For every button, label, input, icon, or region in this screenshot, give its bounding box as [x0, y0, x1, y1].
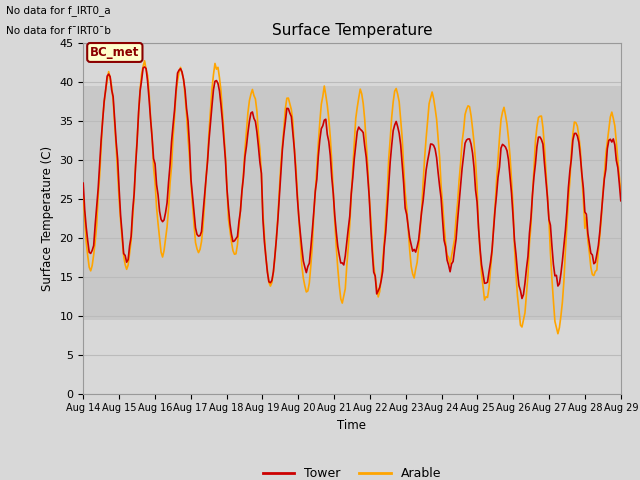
- Line: Arable: Arable: [83, 61, 621, 334]
- Text: No data for f_IRT0_a: No data for f_IRT0_a: [6, 5, 111, 16]
- Arable: [141, 58, 148, 64]
- Tower: [316, 137, 324, 143]
- Y-axis label: Surface Temperature (C): Surface Temperature (C): [41, 146, 54, 291]
- Tower: [268, 277, 276, 283]
- Tower: [79, 180, 87, 186]
- Arable: [617, 191, 625, 196]
- Tower: [590, 261, 598, 266]
- Legend: Tower, Arable: Tower, Arable: [258, 462, 446, 480]
- Text: BC_met: BC_met: [90, 46, 140, 59]
- Arable: [147, 115, 154, 121]
- Arable: [268, 280, 276, 286]
- Tower: [259, 216, 267, 222]
- Arable: [79, 192, 87, 198]
- Arable: [241, 147, 249, 153]
- X-axis label: Time: Time: [337, 419, 367, 432]
- Tower: [241, 154, 249, 160]
- Tower: [147, 117, 154, 122]
- Text: No data for f¯IRT0¯b: No data for f¯IRT0¯b: [6, 26, 111, 36]
- Bar: [83, 86, 621, 320]
- Arable: [590, 273, 598, 278]
- Title: Surface Temperature: Surface Temperature: [272, 23, 432, 38]
- Tower: [617, 198, 625, 204]
- Arable: [316, 119, 324, 125]
- Tower: [518, 296, 526, 301]
- Tower: [141, 64, 148, 70]
- Line: Tower: Tower: [83, 67, 621, 299]
- Arable: [554, 331, 562, 336]
- Arable: [259, 210, 267, 216]
